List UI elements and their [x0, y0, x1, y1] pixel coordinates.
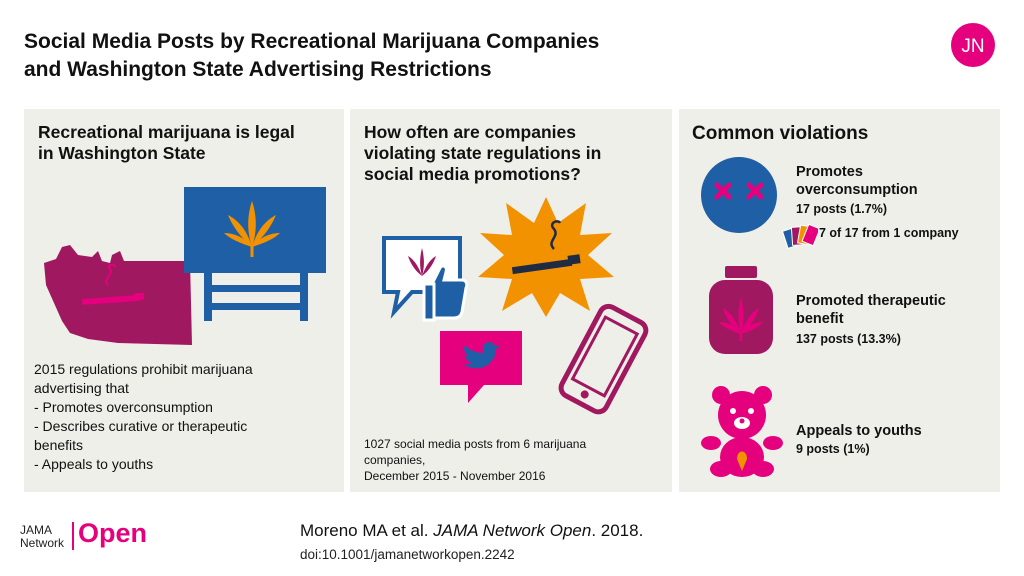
washington-map-icon — [40, 241, 196, 349]
panel1-body-line: - Describes curative or therapeutic — [34, 418, 248, 434]
panel2-heading-line-3: social media promotions? — [364, 164, 581, 184]
citation-doi: doi:10.1001/jamanetworkopen.2242 — [300, 547, 515, 562]
violation-2-count: 137 posts (13.3%) — [796, 332, 901, 346]
violation-2-title: Promoted therapeutic benefit — [796, 292, 946, 328]
panel-violation-question: How often are companies violating state … — [350, 109, 672, 492]
panel1-body-line: 2015 regulations prohibit marijuana — [34, 361, 253, 377]
panel2-footnote-line: 1027 social media posts from 6 marijuana — [364, 437, 587, 451]
cards-icon — [781, 221, 821, 251]
violation-2-title-line-2: benefit — [796, 311, 844, 327]
panel1-heading-line-1: Recreational marijuana is legal — [38, 122, 295, 142]
violation-1-note: 7 of 17 from 1 company — [819, 226, 959, 240]
jar-icon — [705, 264, 777, 356]
panel1-body: 2015 regulations prohibit marijuana adve… — [34, 360, 334, 474]
smartphone-icon — [548, 301, 658, 419]
violation-3-title: Appeals to youths — [796, 423, 922, 439]
panel1-body-line: benefits — [34, 437, 84, 453]
twitter-bubble-icon — [438, 329, 524, 405]
jn-logo-text: JN — [961, 36, 984, 57]
panel2-footnote-line: companies, — [364, 453, 426, 467]
teddy-bear-icon — [701, 385, 783, 477]
panel3-heading: Common violations — [692, 123, 869, 144]
citation-journal: JAMA Network Open — [433, 521, 592, 540]
violation-1-title-line-2: overconsumption — [796, 182, 918, 198]
citation-year: . 2018. — [591, 521, 644, 540]
explosion-icon — [476, 193, 616, 319]
citation: Moreno MA et al. JAMA Network Open. 2018… — [300, 521, 643, 541]
panel1-heading-line-2: in Washington State — [38, 143, 206, 163]
citation-authors: Moreno MA et al. — [300, 521, 434, 540]
brand-open: Open — [78, 518, 148, 548]
panel1-body-line: advertising that — [34, 380, 129, 396]
panel-legal-status: Recreational marijuana is legal in Washi… — [24, 109, 344, 492]
title-line-1: Social Media Posts by Recreational Marij… — [24, 30, 600, 53]
panel-common-violations: Common violations Promotes overconsumpti… — [679, 109, 1000, 492]
panel2-footnote: 1027 social media posts from 6 marijuana… — [364, 436, 664, 484]
violation-3-count: 9 posts (1%) — [796, 442, 870, 456]
brand-divider — [72, 522, 74, 550]
jn-logo: JN — [950, 22, 996, 68]
page-title: Social Media Posts by Recreational Marij… — [24, 28, 884, 84]
panel2-footnote-line: December 2015 - November 2016 — [364, 469, 546, 483]
title-line-2: and Washington State Advertising Restric… — [24, 58, 492, 81]
panel1-body-line: - Appeals to youths — [34, 456, 154, 472]
panel2-heading: How often are companies violating state … — [364, 122, 664, 185]
panel1-heading: Recreational marijuana is legal in Washi… — [38, 122, 338, 164]
violation-1-title: Promotes overconsumption — [796, 163, 918, 199]
billboard-icon — [182, 185, 328, 321]
violation-1-count: 17 posts (1.7%) — [796, 202, 888, 216]
panel1-body-line: - Promotes overconsumption — [34, 399, 213, 415]
dizzy-face-icon — [699, 155, 779, 235]
brand-line-1: JAMA — [20, 523, 53, 537]
jama-network-open-logo: JAMA Network Open — [20, 518, 170, 552]
thumbs-up-icon — [380, 234, 472, 326]
brand-line-2: Network — [20, 536, 65, 550]
panel2-heading-line-1: How often are companies — [364, 122, 576, 142]
violation-2-title-line-1: Promoted therapeutic — [796, 293, 946, 309]
panel2-heading-line-2: violating state regulations in — [364, 143, 602, 163]
violation-1-title-line-1: Promotes — [796, 164, 863, 180]
